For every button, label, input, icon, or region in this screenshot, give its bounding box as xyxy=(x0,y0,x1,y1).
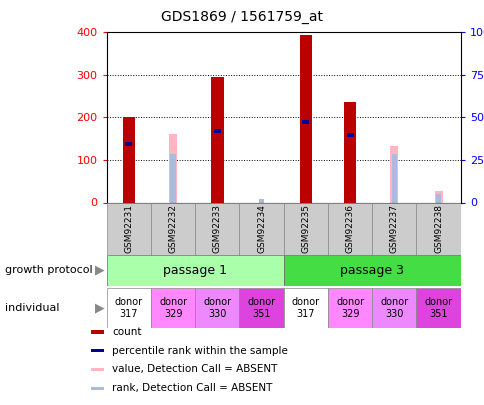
Bar xyxy=(122,117,135,202)
Text: ▶: ▶ xyxy=(94,264,104,277)
Bar xyxy=(91,368,104,371)
Text: rank, Detection Call = ABSENT: rank, Detection Call = ABSENT xyxy=(112,383,272,393)
Bar xyxy=(195,288,239,328)
Bar xyxy=(327,202,372,255)
Bar xyxy=(302,119,309,124)
Text: donor
317: donor 317 xyxy=(291,297,319,319)
Bar xyxy=(327,288,372,328)
Text: count: count xyxy=(112,327,141,337)
Text: passage 3: passage 3 xyxy=(340,264,403,277)
Text: donor
329: donor 329 xyxy=(159,297,187,319)
Text: percentile rank within the sample: percentile rank within the sample xyxy=(112,346,287,356)
Text: donor
330: donor 330 xyxy=(203,297,231,319)
Text: GDS1869 / 1561759_at: GDS1869 / 1561759_at xyxy=(161,10,323,24)
Text: donor
330: donor 330 xyxy=(379,297,408,319)
Text: GSM92232: GSM92232 xyxy=(168,205,177,253)
Bar xyxy=(434,191,442,202)
Text: GSM92235: GSM92235 xyxy=(301,205,310,253)
Bar xyxy=(106,202,151,255)
Bar xyxy=(91,386,104,390)
Bar xyxy=(91,330,104,334)
Text: donor
351: donor 351 xyxy=(247,297,275,319)
Bar xyxy=(435,194,440,202)
Bar xyxy=(390,146,397,202)
Text: GSM92237: GSM92237 xyxy=(389,205,398,253)
Bar xyxy=(343,102,356,202)
Bar xyxy=(372,202,416,255)
Bar xyxy=(106,288,151,328)
Text: individual: individual xyxy=(5,303,59,313)
Bar xyxy=(283,255,460,286)
Bar xyxy=(151,288,195,328)
Bar xyxy=(211,77,223,202)
Bar xyxy=(125,142,132,146)
Text: donor
351: donor 351 xyxy=(424,297,452,319)
Text: passage 1: passage 1 xyxy=(163,264,227,277)
Bar xyxy=(106,255,283,286)
Text: GSM92234: GSM92234 xyxy=(257,205,266,253)
Text: value, Detection Call = ABSENT: value, Detection Call = ABSENT xyxy=(112,364,277,375)
Text: GSM92238: GSM92238 xyxy=(433,205,442,253)
Bar xyxy=(299,35,311,202)
Bar xyxy=(170,154,175,202)
Bar xyxy=(346,133,353,137)
Text: ▶: ▶ xyxy=(94,301,104,314)
Text: GSM92233: GSM92233 xyxy=(212,205,221,253)
Text: GSM92236: GSM92236 xyxy=(345,205,354,253)
Text: donor
329: donor 329 xyxy=(335,297,363,319)
Bar xyxy=(91,349,104,352)
Text: GSM92231: GSM92231 xyxy=(124,205,133,253)
Bar xyxy=(239,288,283,328)
Bar xyxy=(416,288,460,328)
Bar xyxy=(195,202,239,255)
Bar xyxy=(283,288,327,328)
Bar xyxy=(372,288,416,328)
Text: growth protocol: growth protocol xyxy=(5,265,92,275)
Bar xyxy=(258,199,264,202)
Text: donor
317: donor 317 xyxy=(115,297,143,319)
Bar xyxy=(391,154,396,202)
Bar xyxy=(239,202,283,255)
Bar xyxy=(213,129,220,133)
Bar xyxy=(283,202,327,255)
Bar xyxy=(169,134,177,202)
Bar xyxy=(151,202,195,255)
Bar xyxy=(416,202,460,255)
